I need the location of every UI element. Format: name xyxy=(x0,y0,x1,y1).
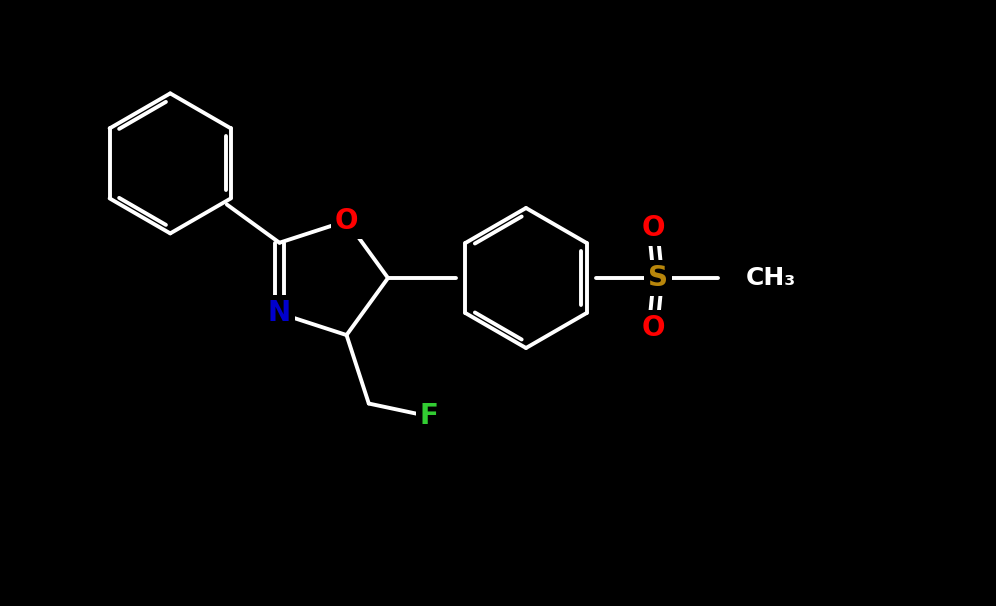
Text: O: O xyxy=(641,214,664,242)
Text: S: S xyxy=(648,264,668,292)
Text: N: N xyxy=(268,299,291,327)
Text: O: O xyxy=(641,314,664,342)
Text: O: O xyxy=(335,207,359,235)
Text: CH₃: CH₃ xyxy=(746,266,796,290)
Text: F: F xyxy=(420,402,439,430)
